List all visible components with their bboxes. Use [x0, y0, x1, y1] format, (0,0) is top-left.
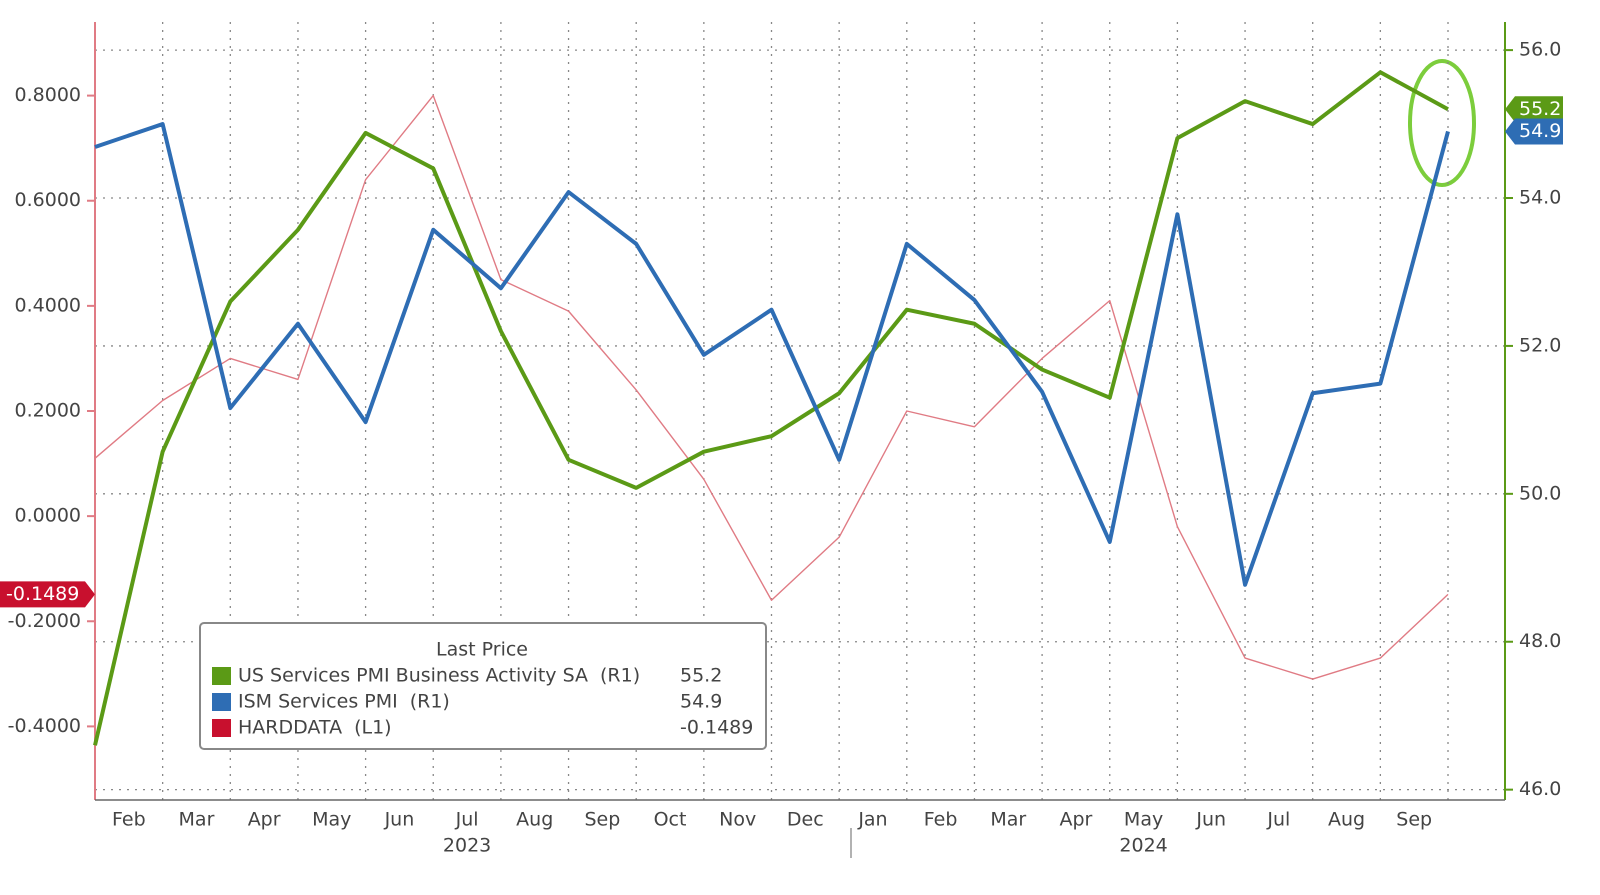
year-label: 2024: [1119, 835, 1167, 857]
x-tick-label: Mar: [990, 809, 1026, 831]
series-line: [93, 70, 1449, 746]
year-label: 2023: [443, 835, 491, 857]
legend-tag: (R1): [410, 691, 450, 713]
x-tick-label: Apr: [1059, 809, 1092, 831]
y-tick-label: -0.2000: [8, 610, 81, 632]
x-tick-label: Jan: [857, 809, 887, 831]
y2-tick-label: 46.0: [1519, 778, 1561, 800]
x-tick-label: Aug: [516, 809, 553, 831]
y-tick-label: 0.8000: [15, 84, 81, 106]
x-tick-label: Jun: [1195, 809, 1226, 831]
value-tag: [1505, 118, 1563, 145]
legend-box: [199, 622, 767, 750]
y2-tick-label: 54.0: [1519, 187, 1561, 209]
x-tick-label: Jul: [455, 809, 479, 831]
y2-tick-label: 50.0: [1519, 482, 1561, 504]
x-tick-label: Nov: [719, 809, 756, 831]
legend-value: 54.9: [680, 691, 722, 713]
legend-tag: (L1): [354, 717, 392, 739]
highlight-circle: [1408, 59, 1476, 187]
x-tick-label: Oct: [654, 809, 687, 831]
x-tick-label: Apr: [248, 809, 281, 831]
legend-title: Last Price: [436, 639, 528, 661]
y-tick-label: 0.0000: [15, 505, 81, 527]
y2-tick-label: 56.0: [1519, 39, 1561, 61]
x-tick-label: Jul: [1266, 809, 1290, 831]
x-tick-label: Feb: [924, 809, 958, 831]
legend-tag: (R1): [600, 665, 640, 687]
y2-tick-label: 48.0: [1519, 630, 1561, 652]
x-tick-label: Sep: [584, 809, 620, 831]
y2-tick-label: 52.0: [1519, 334, 1561, 356]
legend-value: 55.2: [680, 665, 722, 687]
y-tick-label: -0.4000: [8, 715, 81, 737]
series-line: [94, 94, 1449, 680]
x-tick-label: Sep: [1396, 809, 1432, 831]
series-line: [94, 122, 1450, 587]
legend: Last Price US Services PMI Business Activ…: [199, 622, 767, 750]
x-tick-label: Feb: [112, 809, 146, 831]
legend-swatch: [212, 667, 231, 685]
x-tick-label: May: [312, 809, 351, 831]
legend-label: ISM Services PMI: [238, 691, 398, 713]
y-tick-label: 0.2000: [15, 400, 81, 422]
legend-swatch: [212, 693, 231, 711]
value-tag: [1505, 96, 1563, 123]
x-tick-label: Mar: [179, 809, 215, 831]
x-tick-label: Aug: [1328, 809, 1365, 831]
legend-value: -0.1489: [680, 717, 753, 739]
value-tag: [0, 581, 95, 608]
legend-label: US Services PMI Business Activity SA: [238, 665, 588, 687]
legend-swatch: [212, 719, 231, 737]
x-tick-label: Jun: [384, 809, 415, 831]
y-tick-label: 0.6000: [15, 189, 81, 211]
y-tick-label: 0.4000: [15, 294, 81, 316]
x-tick-label: Dec: [787, 809, 824, 831]
legend-label: HARDDATA: [238, 717, 342, 739]
x-tick-label: May: [1124, 809, 1163, 831]
value-tag-label: -0.1489: [6, 583, 79, 605]
value-tag-label: 54.9: [1519, 120, 1561, 142]
value-tag-label: 55.2: [1519, 98, 1561, 120]
